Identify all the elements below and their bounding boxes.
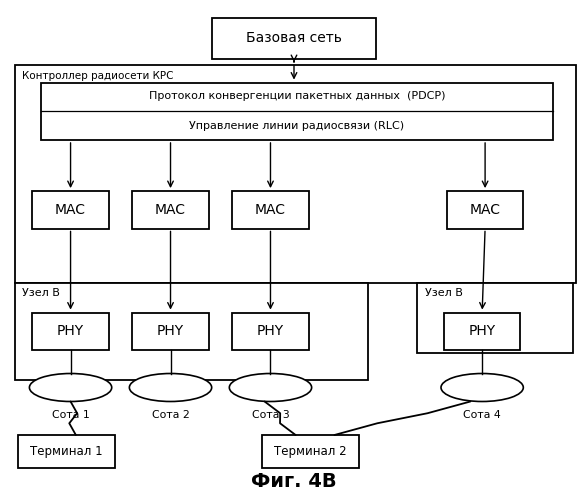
- FancyBboxPatch shape: [18, 435, 115, 468]
- Text: Сота 4: Сота 4: [463, 410, 501, 420]
- Text: MAC: MAC: [255, 203, 286, 217]
- Ellipse shape: [129, 374, 212, 402]
- Text: Контроллер радиосети КРС: Контроллер радиосети КРС: [22, 71, 173, 81]
- Text: PHY: PHY: [157, 324, 184, 338]
- Text: PHY: PHY: [257, 324, 284, 338]
- Text: PHY: PHY: [57, 324, 84, 338]
- Text: MAC: MAC: [155, 203, 186, 217]
- Text: Терминал 1: Терминал 1: [30, 445, 102, 458]
- FancyBboxPatch shape: [15, 282, 368, 380]
- Text: Фиг. 4В: Фиг. 4В: [251, 472, 337, 491]
- Text: Базовая сеть: Базовая сеть: [246, 32, 342, 46]
- Text: Сота 1: Сота 1: [52, 410, 89, 420]
- Text: MAC: MAC: [470, 203, 500, 217]
- FancyBboxPatch shape: [232, 312, 309, 350]
- FancyBboxPatch shape: [447, 191, 523, 228]
- Text: Протокол конвергенции пакетных данных  (PDCP): Протокол конвергенции пакетных данных (P…: [149, 92, 445, 102]
- Ellipse shape: [229, 374, 312, 402]
- FancyBboxPatch shape: [212, 18, 376, 59]
- FancyBboxPatch shape: [417, 282, 573, 352]
- Text: MAC: MAC: [55, 203, 86, 217]
- FancyBboxPatch shape: [15, 65, 576, 282]
- FancyBboxPatch shape: [444, 312, 520, 350]
- FancyBboxPatch shape: [232, 191, 309, 228]
- Text: Сота 2: Сота 2: [152, 410, 189, 420]
- Text: Терминал 2: Терминал 2: [274, 445, 346, 458]
- FancyBboxPatch shape: [32, 191, 109, 228]
- FancyBboxPatch shape: [32, 312, 109, 350]
- Ellipse shape: [441, 374, 523, 402]
- FancyBboxPatch shape: [262, 435, 359, 468]
- Text: PHY: PHY: [469, 324, 496, 338]
- Text: Управление линии радиосвязи (RLC): Управление линии радиосвязи (RLC): [189, 120, 405, 130]
- FancyBboxPatch shape: [132, 191, 209, 228]
- Ellipse shape: [29, 374, 112, 402]
- FancyBboxPatch shape: [41, 82, 553, 140]
- Text: Узел В: Узел В: [425, 288, 462, 298]
- Text: Сота 3: Сота 3: [252, 410, 289, 420]
- Text: Узел В: Узел В: [22, 288, 59, 298]
- FancyBboxPatch shape: [132, 312, 209, 350]
